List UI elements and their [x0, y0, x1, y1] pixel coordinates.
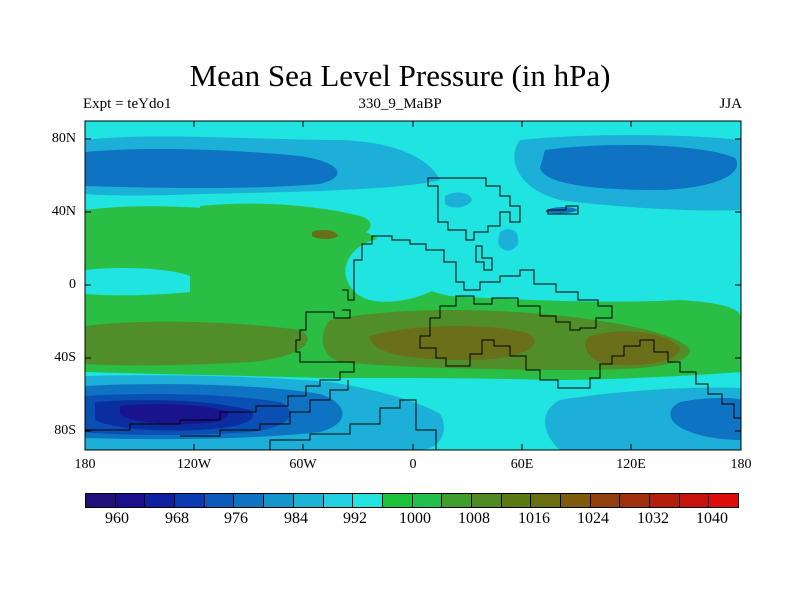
colorbar-label: 976 — [224, 510, 248, 527]
colorbar-label: 1024 — [577, 510, 609, 527]
colorbar-swatch — [234, 494, 265, 507]
colorbar-swatch — [115, 494, 146, 507]
colorbar-label: 1000 — [399, 510, 431, 527]
x-ticks — [84, 121, 742, 450]
colorbar-swatch — [412, 494, 443, 507]
colorbar-swatch — [264, 494, 294, 507]
field-1024-small — [312, 229, 338, 239]
y-tick-label: 40N — [51, 204, 76, 219]
field-992-north-lake — [445, 192, 472, 208]
field-984-north-west — [85, 149, 338, 188]
colorbar-label: 968 — [165, 510, 189, 527]
field-1000-atlantic-basin — [345, 236, 444, 302]
colorbar-swatch — [175, 494, 205, 507]
colorbar-swatch — [471, 494, 502, 507]
colorbar — [85, 493, 739, 508]
colorbar-swatch — [442, 494, 472, 507]
colorbar-label: 1008 — [458, 510, 490, 527]
field-1024-east — [585, 331, 680, 366]
colorbar-label: 1040 — [696, 510, 728, 527]
coastline-supercontinent — [342, 235, 741, 419]
colorbar-swatch — [501, 494, 532, 507]
colorbar-swatch — [382, 494, 413, 507]
colorbar-label: 984 — [284, 510, 308, 527]
colorbar-swatch — [620, 494, 651, 507]
colorbar-swatch — [293, 494, 324, 507]
y-tick-label: 80N — [51, 131, 76, 146]
x-tick-label: 180 — [74, 457, 96, 472]
y-tick-label: 40S — [54, 350, 76, 365]
colorbar-swatch — [531, 494, 561, 507]
season-label: JJA — [719, 96, 742, 112]
field-1000-equatorial-east — [455, 226, 741, 300]
coastline-east-fragment — [547, 205, 579, 215]
coastlines — [85, 177, 741, 450]
colorbar-label: 960 — [105, 510, 129, 527]
y-tick-label: 80S — [54, 423, 76, 438]
colorbar-swatch — [650, 494, 680, 507]
colorbar-swatch — [590, 494, 621, 507]
coastline-northern-island — [475, 245, 493, 271]
field-984-southern-east — [670, 398, 741, 440]
colorbar-swatch — [561, 494, 591, 507]
field-960-southern — [120, 404, 229, 424]
colorbar-swatch — [323, 494, 354, 507]
colorbar-label: 992 — [343, 510, 367, 527]
colorbar-swatch — [145, 494, 176, 507]
x-tick-label: 180 — [730, 457, 752, 472]
chart-title: Mean Sea Level Pressure (in hPa) — [189, 58, 611, 93]
x-tick-label: 0 — [409, 457, 417, 472]
coastline-southern-inner — [180, 380, 349, 437]
y-ticks — [85, 138, 741, 432]
field-984-north-east — [540, 144, 738, 190]
field-1016-south-pacific — [85, 321, 308, 366]
colorbar-swatch — [679, 494, 710, 507]
coastline-north-landmass — [427, 177, 521, 241]
period-label: 330_9_MaBP — [358, 96, 442, 112]
x-tick-label: 60E — [510, 457, 534, 472]
experiment-label: Expt = teYdo1 — [83, 96, 172, 112]
map-frame — [84, 120, 742, 451]
x-tick-label: 60W — [289, 457, 317, 472]
colorbar-swatch — [204, 494, 235, 507]
pressure-field — [85, 121, 741, 450]
coastline-southern-continent — [85, 309, 355, 431]
x-tick-label: 120E — [616, 457, 646, 472]
colorbar-swatch — [709, 494, 739, 507]
colorbar-swatch — [86, 494, 116, 507]
colorbar-swatch — [353, 494, 383, 507]
colorbar-label: 1032 — [637, 510, 669, 527]
field-992-inland-sea — [498, 229, 519, 251]
field-1024-central — [370, 326, 535, 360]
colorbar-label: 1016 — [518, 510, 550, 527]
y-tick-label: 0 — [69, 277, 76, 292]
field-1000-equatorial-west — [85, 268, 190, 296]
x-tick-label: 120W — [176, 457, 212, 472]
coastline-southern-margin — [269, 399, 437, 450]
